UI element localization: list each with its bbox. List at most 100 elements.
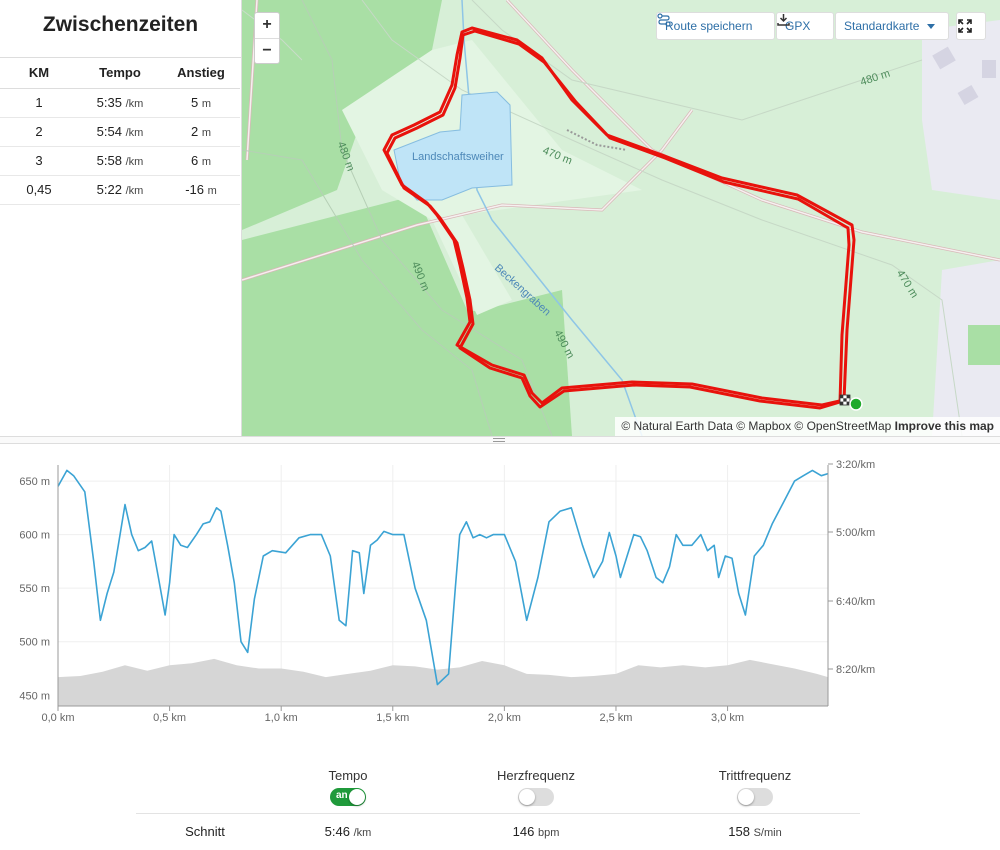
metric-name: Trittfrequenz xyxy=(718,768,792,783)
track xyxy=(566,129,628,151)
y-tick-label: 500 m xyxy=(19,637,50,649)
elevation-series xyxy=(58,658,828,706)
table-row: 1 5:35 /km 5 m xyxy=(0,88,240,118)
average-row-label: Schnitt xyxy=(185,824,225,839)
metric-name: Tempo xyxy=(328,768,368,783)
stream xyxy=(461,0,643,436)
toggle-knob xyxy=(519,789,535,805)
heartrate-toggle[interactable] xyxy=(518,788,554,806)
download-icon xyxy=(777,14,790,26)
average-cadence-value: 158 S/min xyxy=(728,824,782,839)
metric-cadence: Trittfrequenz xyxy=(675,768,835,806)
split-climb: 6 m xyxy=(162,146,240,176)
splits-panel: Zwischenzeiten KM Tempo Anstieg 1 5:35 /… xyxy=(0,0,242,436)
cadence-toggle[interactable] xyxy=(737,788,773,806)
split-pace: 5:22 /km xyxy=(78,175,162,205)
header-climb: Anstieg xyxy=(162,58,240,89)
save-route-button[interactable]: Route speichern xyxy=(656,12,775,40)
average-tempo-value: 5:46 /km xyxy=(324,824,372,839)
y-tick-label: 550 m xyxy=(19,583,50,595)
toggle-knob xyxy=(349,789,365,805)
zoom-out-button[interactable]: − xyxy=(255,38,279,63)
fullscreen-icon xyxy=(958,19,972,33)
header-pace: Tempo xyxy=(78,58,162,89)
metric-heartrate: Herzfrequenz xyxy=(456,768,616,806)
header-km: KM xyxy=(0,58,78,89)
building xyxy=(982,60,996,78)
chart-ticks: 650 m 600 m 550 m 500 m 450 m 3:20/km 5:00/km 6… xyxy=(19,459,875,724)
tempo-toggle[interactable]: an xyxy=(330,788,366,806)
urban-area xyxy=(932,260,1000,436)
y-right-tick-label: 3:20/km xyxy=(836,459,875,471)
contour-line xyxy=(471,0,923,121)
gpx-download-button[interactable]: GPX xyxy=(776,12,834,40)
toggle-knob xyxy=(738,789,754,805)
metrics-panel: Tempo an Herzfrequenz Trittfrequenz Schn… xyxy=(0,760,1000,850)
route-map[interactable]: Landschaftsweiher Beckengraben 480 m 480… xyxy=(242,0,1000,436)
x-tick-label: 3,0 km xyxy=(711,712,744,724)
route-track xyxy=(382,26,856,410)
forest-area xyxy=(242,0,442,230)
map-style-label: Standardkarte xyxy=(844,19,920,33)
map-style-dropdown[interactable]: Standardkarte xyxy=(835,12,949,40)
building xyxy=(932,46,956,70)
x-tick-label: 1,5 km xyxy=(376,712,409,724)
y-tick-label: 600 m xyxy=(19,530,50,542)
split-climb: -16 m xyxy=(162,175,240,205)
y-tick-label: 450 m xyxy=(19,690,50,702)
elevation-area xyxy=(58,658,828,706)
elevation-pace-chart[interactable]: 650 m 600 m 550 m 500 m 450 m 3:20/km 5:00/km 6… xyxy=(0,450,1000,730)
contour-line xyxy=(301,0,553,436)
fullscreen-button[interactable] xyxy=(956,12,986,40)
metric-tempo: Tempo an xyxy=(268,768,428,806)
gpx-label: GPX xyxy=(785,19,811,33)
contour-line xyxy=(242,149,493,436)
improve-map-link[interactable]: Improve this map xyxy=(894,419,994,433)
x-tick-label: 1,0 km xyxy=(265,712,298,724)
split-climb: 2 m xyxy=(162,117,240,147)
zoom-in-button[interactable]: + xyxy=(262,16,272,33)
split-climb: 5 m xyxy=(162,88,240,118)
split-km: 3 xyxy=(0,146,78,176)
table-row: 2 5:54 /km 2 m xyxy=(0,117,240,147)
chart-axes xyxy=(57,463,833,711)
split-pace: 5:58 /km xyxy=(78,146,162,176)
drag-grip-icon xyxy=(493,438,505,442)
x-tick-label: 2,5 km xyxy=(599,712,632,724)
route-icon xyxy=(657,13,671,27)
y-tick-label: 650 m xyxy=(19,476,50,488)
pace-line xyxy=(57,469,829,686)
chevron-down-icon xyxy=(927,24,936,30)
splits-table: KM Tempo Anstieg 1 5:35 /km 5 m 2 5:54 /… xyxy=(0,58,240,205)
split-km: 0,45 xyxy=(0,175,78,205)
lake-label: Landschaftsweiher xyxy=(412,151,504,163)
panel-resize-handle[interactable] xyxy=(0,436,1000,444)
average-heartrate-value: 146 bpm xyxy=(512,824,560,839)
splits-title: Zwischenzeiten xyxy=(0,0,241,58)
map-canvas[interactable] xyxy=(242,0,1000,436)
splits-header-row: KM Tempo Anstieg xyxy=(0,58,240,89)
split-pace: 5:35 /km xyxy=(78,88,162,118)
x-tick-label: 2,0 km xyxy=(488,712,521,724)
table-row: 0,45 5:22 /km -16 m xyxy=(0,175,240,205)
park-area xyxy=(968,325,1000,365)
building xyxy=(957,84,979,106)
y-right-tick-label: 5:00/km xyxy=(836,527,875,539)
metric-name: Herzfrequenz xyxy=(496,768,576,783)
contour-line xyxy=(361,0,963,436)
x-tick-label: 0,5 km xyxy=(153,712,186,724)
urban-area xyxy=(922,20,1000,200)
y-right-tick-label: 8:20/km xyxy=(836,664,875,676)
table-row: 3 5:58 /km 6 m xyxy=(0,146,240,176)
pace-series xyxy=(57,469,829,686)
split-pace: 5:54 /km xyxy=(78,117,162,147)
save-route-label: Route speichern xyxy=(665,19,753,33)
divider xyxy=(136,813,860,814)
x-tick-label: 0,0 km xyxy=(41,712,74,724)
toggle-label: an xyxy=(336,790,348,801)
start-marker-icon xyxy=(849,397,863,411)
map-attribution: © Natural Earth Data © Mapbox © OpenStre… xyxy=(615,417,1000,436)
y-right-tick-label: 6:40/km xyxy=(836,596,875,608)
attribution-text: © Natural Earth Data © Mapbox © OpenStre… xyxy=(621,419,892,433)
finish-flag-icon xyxy=(839,394,851,406)
